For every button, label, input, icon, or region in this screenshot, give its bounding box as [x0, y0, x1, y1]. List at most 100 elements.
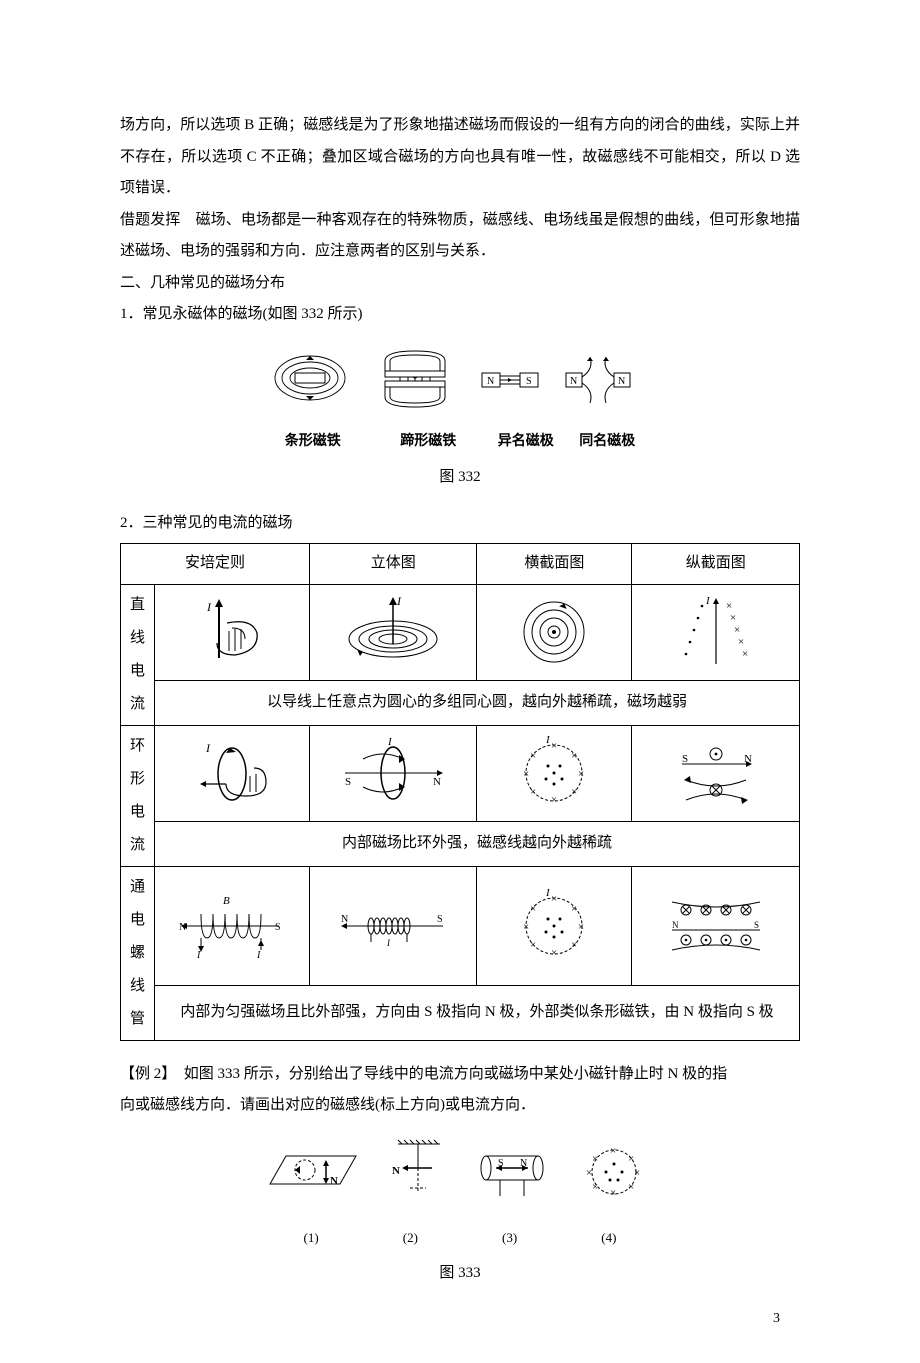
svg-text:×: × — [530, 750, 536, 762]
svg-text:N: N — [392, 1165, 400, 1177]
svg-text:×: × — [634, 1167, 640, 1179]
svg-text:×: × — [571, 750, 577, 762]
cell-ring-cross: I × × × × × × × × — [477, 725, 632, 821]
svg-text:×: × — [726, 600, 732, 612]
cell-straight-3d: I — [309, 584, 477, 680]
svg-text:×: × — [742, 648, 748, 660]
svg-text:I: I — [196, 950, 201, 961]
th-ampere: 安培定则 — [121, 544, 310, 585]
figure-332-caption: 图 3­3­2 — [120, 462, 800, 494]
svg-text:S: S — [682, 753, 688, 765]
example-2-line1: 【例 2】 如图 3­3­3 所示，分别给出了导线中的电流方向或磁场中某处小磁针… — [120, 1059, 800, 1091]
svg-text:×: × — [571, 903, 577, 915]
svg-text:I: I — [386, 938, 391, 948]
cell-straight-ampere: I — [155, 584, 310, 680]
figure-333-subs: (1) (2) (3) (4) — [120, 1224, 800, 1251]
svg-text:×: × — [610, 1145, 616, 1157]
row-ring: 环形电流 I I S N — [121, 725, 800, 821]
svg-text:×: × — [586, 1167, 592, 1179]
svg-text:×: × — [592, 1153, 598, 1165]
paragraph-tip: 借题发挥 磁场、电场都是一种客观存在的特殊物质，磁感线、电场线虽是假想的曲线，但… — [120, 205, 800, 268]
svg-text:×: × — [551, 893, 557, 905]
svg-text:×: × — [523, 921, 529, 933]
fig333-s2: (2) — [362, 1224, 458, 1251]
figure-333-caption: 图 3­3­3 — [120, 1258, 800, 1290]
svg-text:×: × — [628, 1181, 634, 1193]
svg-text:S: S — [345, 776, 351, 788]
svg-text:×: × — [530, 903, 536, 915]
cell-ring-3d: I S N — [309, 725, 477, 821]
fig332-l2: 蹄形磁铁 — [400, 434, 456, 449]
svg-text:×: × — [734, 624, 740, 636]
cell-ring-desc: 内部磁场比环外强，磁感线越向外越稀疏 — [155, 822, 800, 867]
svg-text:I: I — [256, 950, 261, 961]
row-straight: 直线电流 I I — [121, 584, 800, 680]
cell-straight-desc: 以导线上任意点为圆心的多组同心圆，越向外越稀疏，磁场越弱 — [155, 681, 800, 726]
row-ring-label: 环形电流 — [121, 725, 155, 866]
svg-text:N: N — [487, 376, 494, 387]
svg-text:×: × — [628, 1153, 634, 1165]
svg-text:I: I — [396, 594, 402, 608]
cell-solenoid-desc: 内部为匀强磁场且比外部强，方向由 S 极指向 N 极，外部类似条形磁铁，由 N … — [155, 985, 800, 1040]
page-number: 3 — [773, 1304, 780, 1333]
svg-text:N: N — [744, 753, 752, 765]
fig332-l3: 异名磁极 — [498, 434, 554, 449]
figure-332-labels: 条形磁铁 蹄形磁铁 异名磁极 同名磁极 — [120, 427, 800, 456]
svg-text:N: N — [330, 1175, 338, 1187]
cell-solenoid-cross: I × × × × × × × × — [477, 866, 632, 985]
cell-solenoid-ampere: NS B I I — [155, 866, 310, 985]
svg-text:×: × — [578, 921, 584, 933]
svg-text:×: × — [578, 768, 584, 780]
svg-text:×: × — [530, 939, 536, 951]
figure-333-svg: N N S N — [250, 1132, 670, 1212]
cell-solenoid-longit: NS — [632, 866, 800, 985]
svg-text:×: × — [551, 794, 557, 806]
svg-text:N: N — [341, 914, 348, 925]
svg-text:×: × — [551, 740, 557, 752]
svg-text:S: S — [437, 914, 443, 925]
table-header-row: 安培定则 立体图 横截面图 纵截面图 — [121, 544, 800, 585]
fig332-l4: 同名磁极 — [579, 434, 635, 449]
svg-text:×: × — [610, 1187, 616, 1199]
svg-text:×: × — [523, 768, 529, 780]
cell-ring-longit: SN — [632, 725, 800, 821]
row-straight-desc: 以导线上任意点为圆心的多组同心圆，越向外越稀疏，磁场越弱 — [121, 681, 800, 726]
magnetic-field-table: 安培定则 立体图 横截面图 纵截面图 直线电流 I — [120, 543, 800, 1041]
svg-text:N: N — [570, 376, 577, 387]
th-longit: 纵截面图 — [632, 544, 800, 585]
fig333-s3: (3) — [462, 1224, 558, 1251]
svg-text:S: S — [754, 920, 759, 930]
svg-text:N: N — [672, 920, 679, 930]
svg-text:×: × — [571, 939, 577, 951]
figure-332: N S N N 条形磁铁 蹄形磁铁 异名磁极 同名磁极 — [120, 341, 800, 457]
paragraph-answer: 场方向，所以选项 B 正确；磁感线是为了形象地描述磁场而假设的一组有方向的闭合的… — [120, 110, 800, 205]
cell-straight-longit: I × × × × × — [632, 584, 800, 680]
svg-text:S: S — [498, 1158, 504, 1169]
section-heading-2: 二、几种常见的磁场分布 — [120, 268, 800, 300]
svg-text:×: × — [592, 1181, 598, 1193]
row-straight-label: 直线电流 — [121, 584, 155, 725]
cell-ring-ampere: I — [155, 725, 310, 821]
svg-text:B: B — [223, 895, 230, 907]
svg-text:N: N — [520, 1158, 527, 1169]
row-solenoid-label: 通电螺线管 — [121, 866, 155, 1040]
svg-text:N: N — [433, 776, 441, 788]
th-cross: 横截面图 — [477, 544, 632, 585]
fig333-s4: (4) — [561, 1224, 657, 1251]
svg-text:×: × — [730, 612, 736, 624]
row-solenoid-desc: 内部为匀强磁场且比外部强，方向由 S 极指向 N 极，外部类似条形磁铁，由 N … — [121, 985, 800, 1040]
example-2-line2: 向或磁感线方向．请画出对应的磁感线(标上方向)或电流方向． — [120, 1090, 800, 1122]
cell-straight-cross — [477, 584, 632, 680]
svg-text:I: I — [205, 741, 211, 755]
svg-text:I: I — [387, 736, 393, 748]
svg-text:I: I — [206, 600, 212, 614]
item-2-heading: 2．三种常见的电流的磁场 — [120, 508, 800, 540]
svg-text:×: × — [571, 786, 577, 798]
svg-text:×: × — [738, 636, 744, 648]
svg-text:S: S — [275, 922, 281, 933]
row-solenoid: 通电螺线管 NS B I I — [121, 866, 800, 985]
th-3d: 立体图 — [309, 544, 477, 585]
svg-text:I: I — [705, 595, 711, 607]
figure-333: N N S N — [120, 1132, 800, 1252]
item-1-heading: 1．常见永磁体的磁场(如图 3­3­2 所示) — [120, 299, 800, 331]
